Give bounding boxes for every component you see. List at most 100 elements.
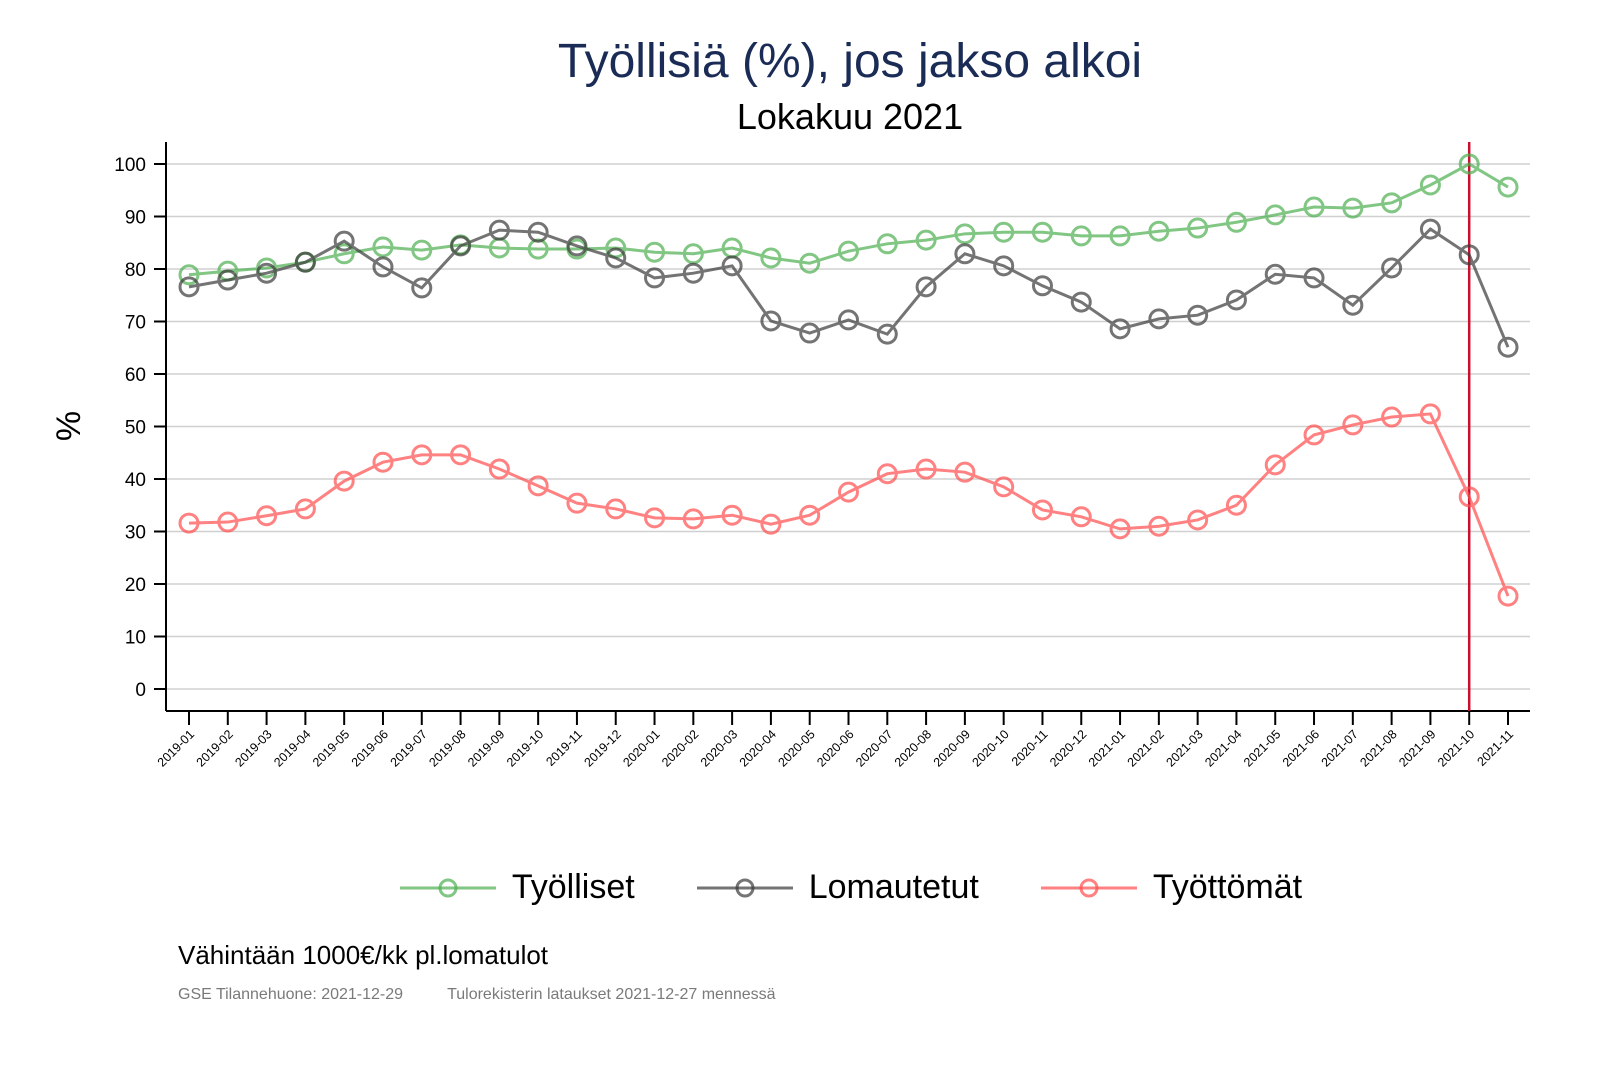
data-point <box>682 262 704 284</box>
x-tick-label: 2020-12 <box>1047 727 1089 769</box>
source-left: GSE Tilannehuone: 2021-12-29 <box>178 986 404 1003</box>
x-tick-label: 2021-10 <box>1435 727 1477 769</box>
chart-subtitle: Lokakuu 2021 <box>736 96 964 137</box>
data-point <box>1225 211 1247 233</box>
x-tick-label: 2020-01 <box>620 727 662 769</box>
legend-item-tyolliset: Työlliset <box>398 868 635 907</box>
y-axis-label: % <box>50 411 88 441</box>
data-point <box>1264 204 1286 226</box>
data-point <box>333 470 355 492</box>
x-tick-label: 2021-11 <box>1474 727 1516 769</box>
x-tick-label: 2020-07 <box>853 727 895 769</box>
data-point <box>1225 289 1247 311</box>
data-point <box>411 239 433 261</box>
legend-label: Työttömät <box>1152 868 1303 906</box>
data-point <box>954 243 976 265</box>
data-point <box>799 504 821 526</box>
y-tick-label: 50 <box>125 418 146 439</box>
series-group <box>178 153 1519 607</box>
x-tick-label: 2019-10 <box>504 727 546 769</box>
data-point <box>605 247 627 269</box>
x-tick-label: 2019-11 <box>543 727 585 769</box>
data-point <box>1381 406 1403 428</box>
data-point <box>721 504 743 526</box>
data-point <box>1342 414 1364 436</box>
data-point <box>527 475 549 497</box>
data-point <box>1342 197 1364 219</box>
x-tick-label: 2020-03 <box>698 727 740 769</box>
data-point <box>1148 515 1170 537</box>
data-point <box>450 444 472 466</box>
y-tick-label: 80 <box>125 260 146 281</box>
x-tick-label: 2021-01 <box>1086 727 1128 769</box>
x-tick-label: 2020-05 <box>775 727 817 769</box>
data-point <box>1342 294 1364 316</box>
data-point <box>993 221 1015 243</box>
data-point <box>450 235 472 257</box>
data-point <box>838 240 859 262</box>
data-point <box>1187 304 1209 326</box>
data-point <box>915 276 937 298</box>
data-point <box>488 458 510 480</box>
data-point <box>372 256 394 278</box>
source-line: GSE Tilannehuone: 2021-12-29 Tulorekister… <box>178 986 776 1004</box>
data-point <box>682 508 704 530</box>
data-point <box>217 511 239 533</box>
x-tick-label: 2020-04 <box>737 727 779 769</box>
data-point <box>1264 454 1286 476</box>
chart-title: Työllisiä (%), jos jakso alkoi <box>557 35 1143 88</box>
data-point <box>1303 267 1325 289</box>
data-point <box>1031 499 1053 521</box>
data-point <box>294 251 316 273</box>
data-point <box>1109 318 1131 340</box>
data-point <box>1419 174 1441 196</box>
legend-item-lomautetut: Lomautetut <box>695 868 979 907</box>
series-line <box>188 412 1510 597</box>
y-tick-label: 100 <box>114 155 146 176</box>
data-point <box>915 458 937 480</box>
y-tick-label: 90 <box>125 208 146 229</box>
data-point <box>1070 506 1092 528</box>
data-point <box>178 276 200 298</box>
x-tick-label: 2020-06 <box>814 727 856 769</box>
y-axis: 0 10 20 30 40 50 60 70 80 90 100 <box>114 142 167 711</box>
data-point <box>333 230 355 252</box>
data-point <box>838 481 859 503</box>
data-point <box>1458 244 1480 266</box>
data-point <box>1070 225 1092 247</box>
data-point <box>1031 221 1053 243</box>
x-tick-label: 2020-11 <box>1009 727 1051 769</box>
data-point <box>1497 585 1519 607</box>
legend: Työlliset Lomautetut Työttömät <box>0 868 1600 907</box>
x-tick-label: 2019-01 <box>155 727 197 769</box>
x-tick-label: 2019-09 <box>465 727 507 769</box>
legend-marker-lomautetut <box>696 878 793 897</box>
data-point <box>566 492 588 514</box>
data-point <box>605 498 627 520</box>
data-point <box>644 267 666 289</box>
x-tick-label: 2021-03 <box>1163 727 1205 769</box>
data-point <box>1419 403 1441 425</box>
series-Lomautetut <box>178 218 1519 358</box>
x-tick-label: 2021-08 <box>1357 727 1399 769</box>
data-point <box>411 444 433 466</box>
data-point <box>1109 518 1131 540</box>
data-point <box>644 507 666 529</box>
x-tick-label: 2020-08 <box>892 727 934 769</box>
source-right: Tulorekisterin lataukset 2021-12-27 menn… <box>447 986 776 1003</box>
data-point <box>876 233 898 255</box>
data-point <box>566 235 588 257</box>
data-point <box>372 236 394 258</box>
x-tick-label: 2021-04 <box>1202 727 1244 769</box>
data-point <box>1187 509 1209 531</box>
x-tick-label: 2020-02 <box>659 727 701 769</box>
data-point <box>760 247 782 269</box>
data-point <box>1109 225 1131 247</box>
x-tick-label: 2019-05 <box>310 727 352 769</box>
data-point <box>1031 275 1053 297</box>
data-point <box>1458 153 1480 175</box>
legend-label: Lomautetut <box>808 868 979 906</box>
data-point <box>993 476 1015 498</box>
data-point <box>954 223 976 245</box>
